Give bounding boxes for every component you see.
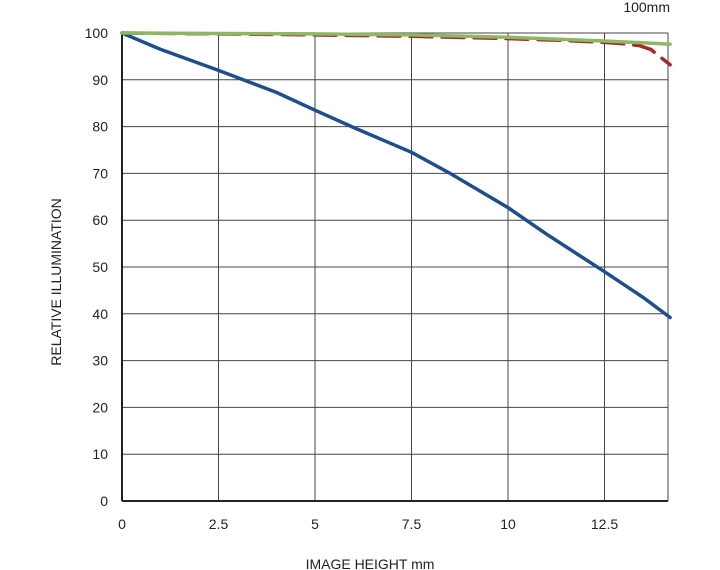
y-tick-label: 40 — [92, 306, 108, 322]
series-layer — [120, 31, 672, 320]
chart-title: 100mm — [623, 0, 670, 15]
x-axis-title: IMAGE HEIGHT mm — [306, 556, 435, 570]
x-tick-label: 0 — [118, 516, 126, 532]
series-line-3 — [120, 31, 672, 46]
y-tick-label: 10 — [92, 446, 108, 462]
y-tick-label: 30 — [92, 353, 108, 369]
y-tick-label: 50 — [92, 259, 108, 275]
x-tick-label: 2.5 — [209, 516, 229, 532]
y-tick-label: 0 — [100, 493, 108, 509]
y-tick-label: 90 — [92, 72, 108, 88]
x-tick-label: 10 — [500, 516, 516, 532]
x-tick-label: 5 — [311, 516, 319, 532]
y-tick-label: 100 — [85, 25, 109, 41]
x-tick-label: 12.5 — [591, 516, 618, 532]
y-tick-label: 70 — [92, 165, 108, 181]
x-tick-label: 7.5 — [402, 516, 422, 532]
series-line-1 — [120, 31, 672, 320]
y-tick-label: 80 — [92, 119, 108, 135]
y-axis-title: RELATIVE ILLUMINATION — [48, 198, 64, 366]
y-tick-label: 20 — [92, 399, 108, 415]
y-tick-label: 60 — [92, 212, 108, 228]
tick-labels: 0 10 20 30 40 50 60 70 80 90 100 0 2.5 5 7.5 10 12.5 — [85, 25, 619, 532]
